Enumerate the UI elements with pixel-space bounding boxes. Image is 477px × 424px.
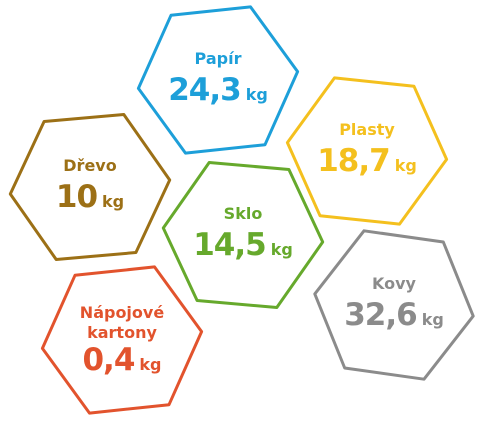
label: kartony [87,323,157,342]
hex-item: Papír 24,3 kg [136,5,300,155]
label: Kovy [372,274,417,293]
hex-item: Sklo 14,5 kg [161,161,325,309]
label: Papír [195,49,242,68]
hexagon [136,5,300,155]
label: Sklo [224,204,263,223]
value-text: 0,4 kg [82,342,161,378]
unit: kg [102,192,124,211]
value: 32,6 [344,297,417,333]
value-text: 32,6 kg [344,297,444,333]
unit: kg [422,310,444,329]
label: Dřevo [63,156,116,175]
hexagon [285,76,449,226]
value-text: 18,7 kg [317,143,417,179]
unit: kg [139,355,161,374]
unit: kg [246,85,268,104]
unit: kg [271,240,293,259]
value-text: 10 kg [56,179,124,215]
value: 14,5 [193,227,266,263]
value: 24,3 [168,72,241,108]
value: 10 [56,179,98,215]
hex-item: Plasty 18,7 kg [285,76,449,226]
hexagon [8,113,172,261]
unit: kg [395,156,417,175]
hexagon [40,265,204,415]
label: Nápojové [80,303,165,322]
value-text: 14,5 kg [193,227,293,263]
hexagon [313,229,475,381]
value: 0,4 [82,342,134,378]
value-text: 24,3 kg [168,72,268,108]
label: Plasty [339,120,395,139]
hex-item: Dřevo 10 kg [8,113,172,261]
hex-item: Kovy 32,6 kg [313,229,475,381]
hexagon [161,161,325,309]
value: 18,7 [317,143,390,179]
